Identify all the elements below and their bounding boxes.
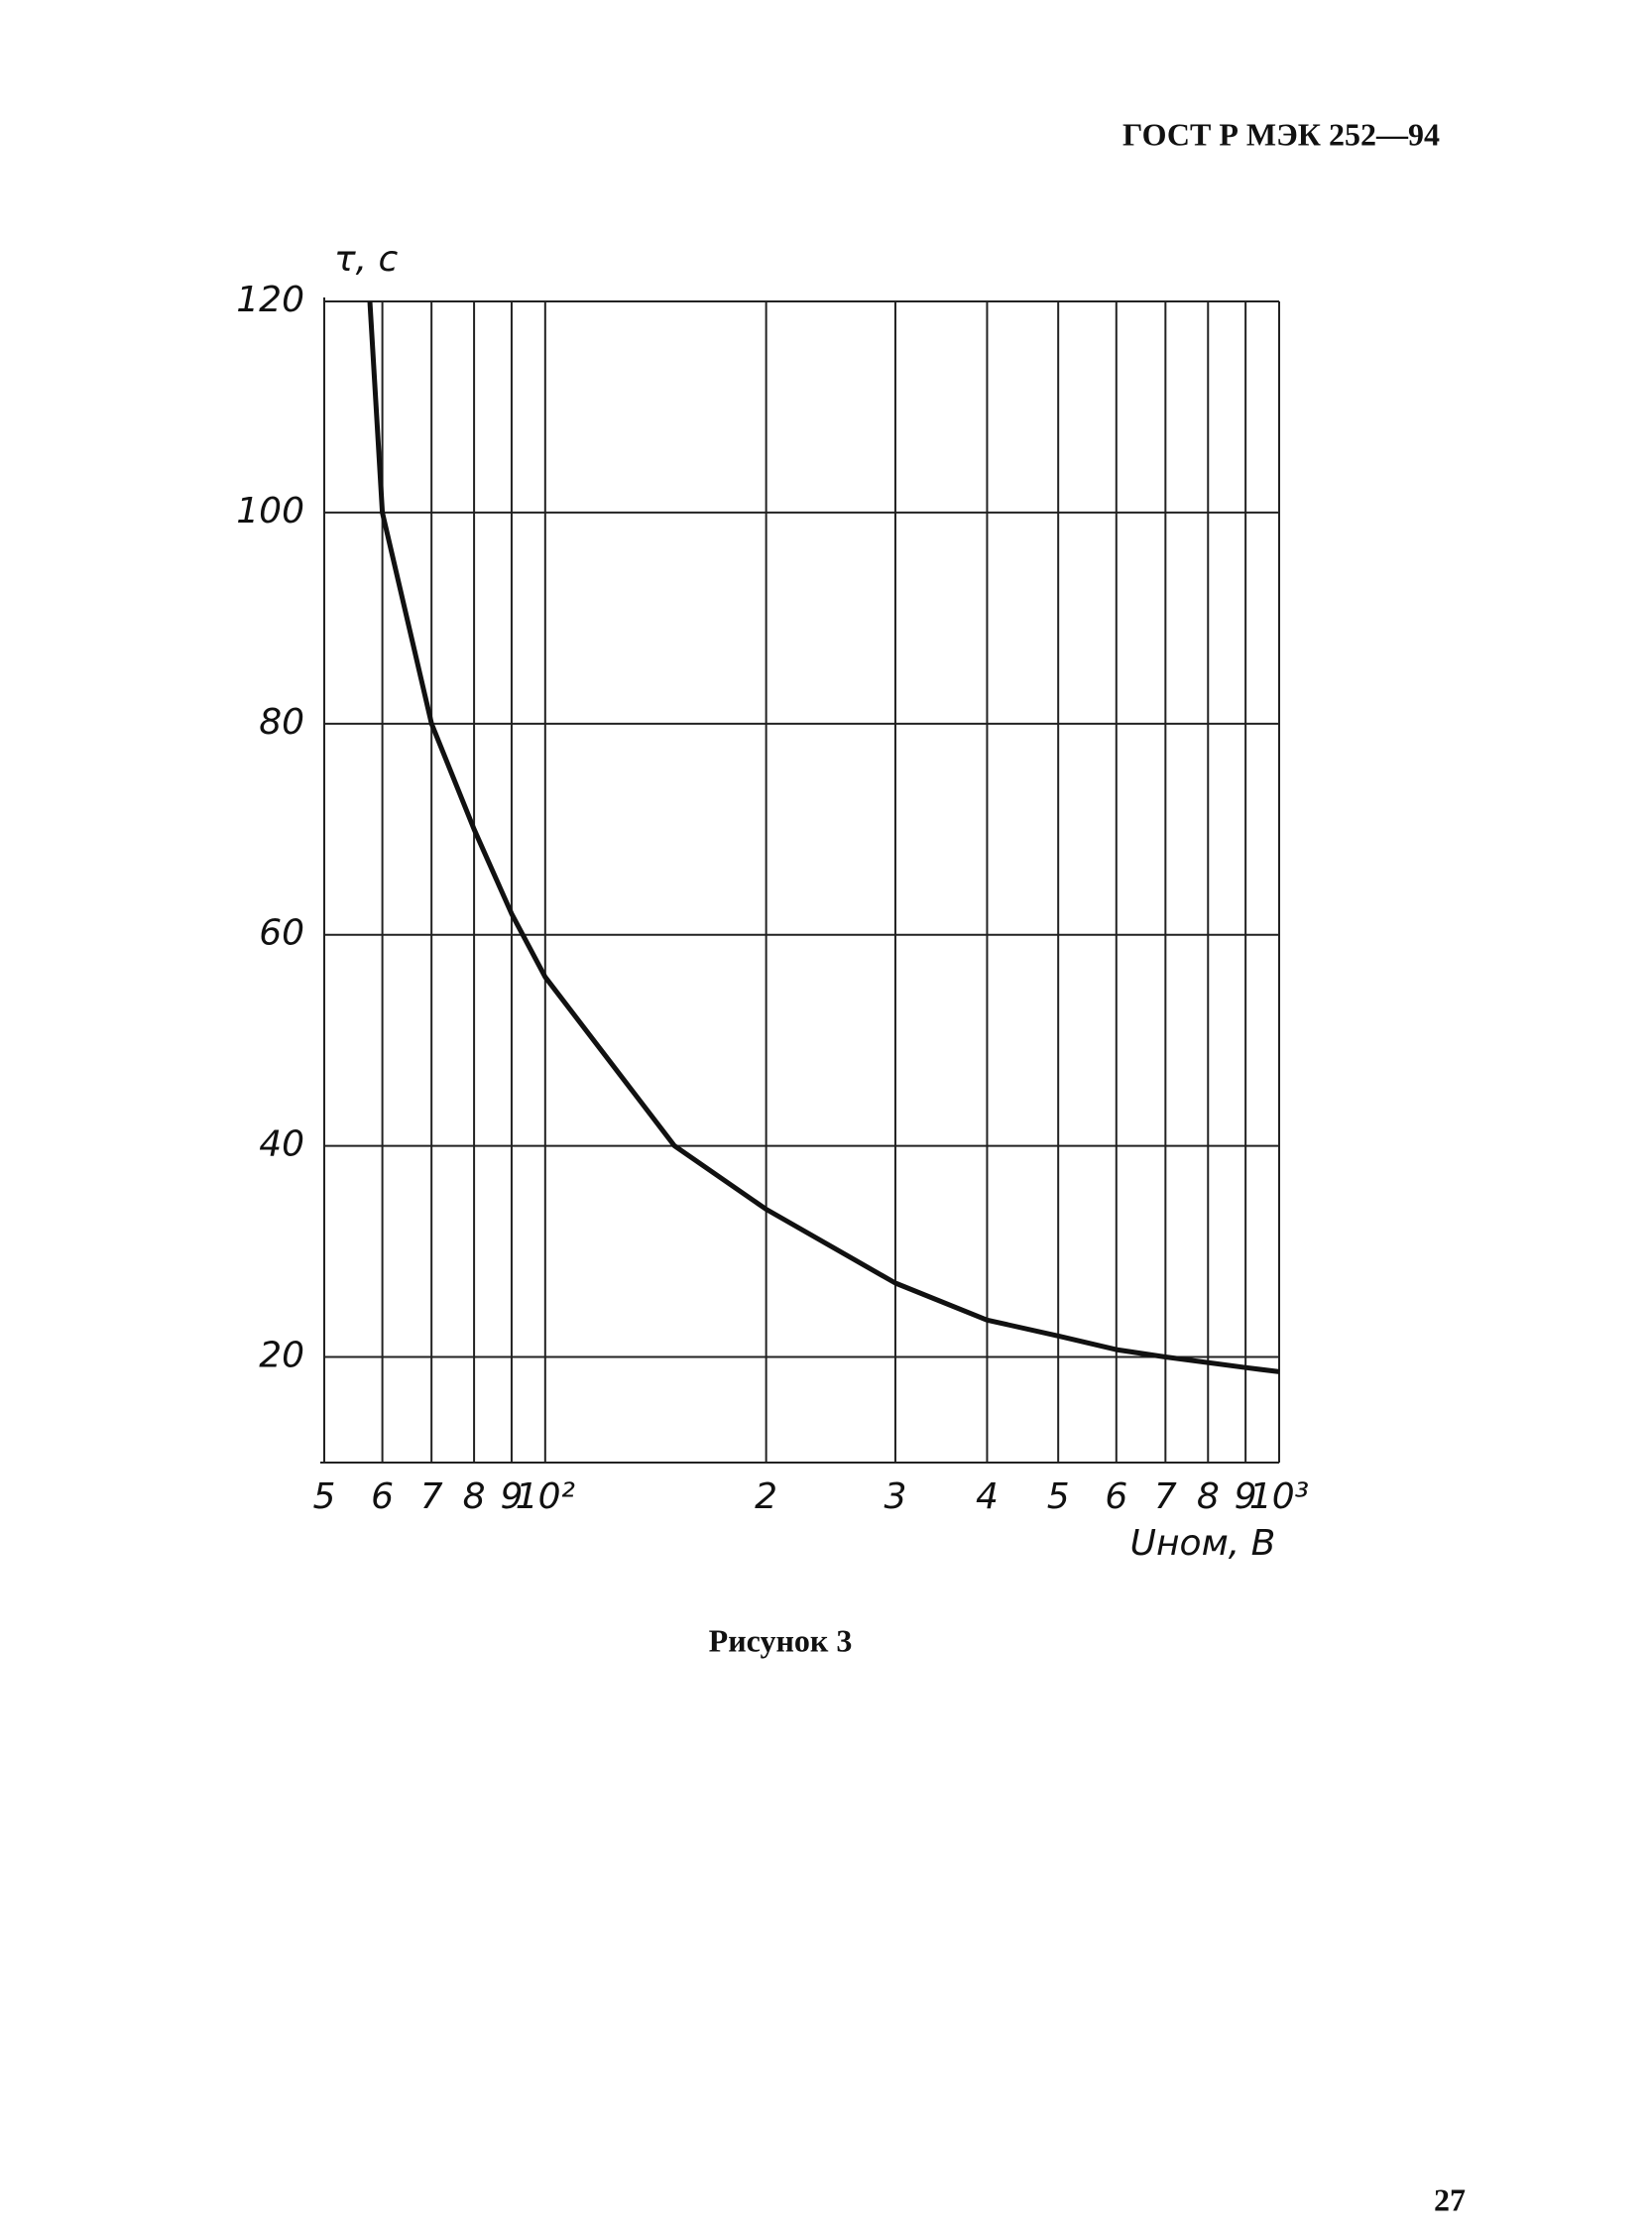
y-tick-label: 40 [259, 1124, 304, 1165]
caption: Рисунок 3 [709, 1622, 853, 1658]
x-tick-label: 3 [885, 1476, 907, 1517]
x-tick-label: 8 [463, 1476, 486, 1517]
x-axis-label: Uном, В [1130, 1523, 1276, 1564]
x-tick-label: 7 [1154, 1476, 1177, 1517]
y-axis-label: τ, с [334, 239, 399, 280]
header: ГОСТ Р МЭК 252—94 [1122, 116, 1440, 152]
x-tick-label: 10² [516, 1476, 575, 1517]
y-tick-label: 20 [259, 1336, 304, 1376]
x-tick-label: 4 [976, 1476, 999, 1517]
x-tick-label: 6 [1105, 1476, 1127, 1517]
y-tick-label: 60 [259, 913, 304, 954]
x-tick-label: 8 [1197, 1476, 1220, 1517]
x-tick-label: 9 [500, 1476, 523, 1517]
page-number: 27 [1434, 2181, 1466, 2217]
y-tick-label: 100 [236, 491, 304, 531]
x-tick-label: 2 [755, 1476, 777, 1517]
x-tick-label: 7 [420, 1476, 443, 1517]
y-tick-label: 80 [259, 702, 304, 743]
x-tick-label: 9 [1235, 1476, 1257, 1517]
x-tick-label: 10³ [1249, 1476, 1309, 1517]
curve [367, 300, 1280, 1374]
x-tick-label: 5 [1047, 1476, 1070, 1517]
x-tick-label: 5 [313, 1476, 336, 1517]
y-tick-label: 120 [236, 280, 304, 320]
x-tick-label: 6 [371, 1476, 394, 1517]
